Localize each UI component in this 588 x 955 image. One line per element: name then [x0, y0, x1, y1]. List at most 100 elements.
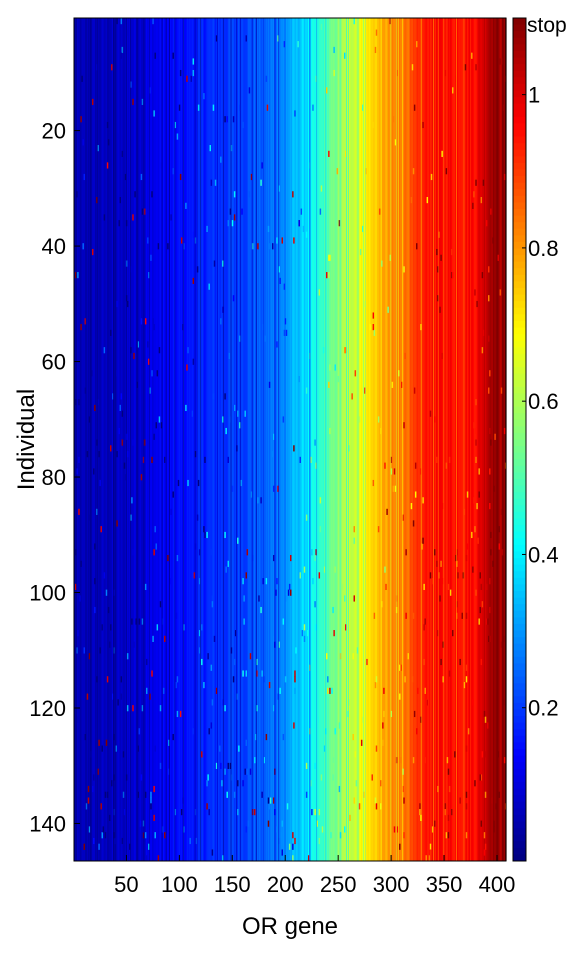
heatmap-column [472, 18, 474, 861]
heatmap-cell [282, 618, 285, 625]
heatmap-column [463, 18, 466, 861]
heatmap-cell [352, 733, 354, 741]
heatmap-column [447, 18, 450, 861]
heatmap-cell [362, 104, 364, 111]
heatmap-column [189, 18, 192, 861]
heatmap-cell [292, 191, 294, 198]
heatmap-column [367, 18, 369, 861]
heatmap-cell [332, 757, 334, 764]
heatmap-cell [405, 612, 407, 619]
heatmap-column [467, 18, 470, 861]
heatmap-cell [456, 560, 458, 567]
heatmap-cell [233, 658, 236, 666]
heatmap-column [408, 18, 411, 861]
heatmap-cell [153, 814, 155, 821]
heatmap-cell [118, 427, 120, 435]
heatmap-column [247, 18, 250, 861]
heatmap-column [190, 18, 193, 861]
heatmap-column [213, 18, 216, 861]
heatmap-cell [375, 803, 378, 810]
heatmap-column [342, 18, 345, 861]
heatmap-column [387, 18, 390, 861]
heatmap-cell [305, 762, 308, 770]
heatmap-column [122, 18, 125, 861]
heatmap-cell [125, 260, 128, 267]
heatmap-column [274, 18, 276, 861]
heatmap-cell [308, 855, 310, 862]
colorbar-segment [513, 571, 526, 579]
heatmap-column [226, 18, 229, 861]
heatmap-cell [130, 81, 132, 88]
heatmap-cell [448, 785, 451, 793]
heatmap-cell [293, 445, 295, 452]
heatmap-column [359, 18, 362, 861]
heatmap-column-streak [438, 18, 439, 861]
heatmap-column [476, 18, 479, 861]
heatmap-cell [176, 676, 179, 683]
heatmap-column [290, 18, 292, 861]
colorbar-segment [513, 518, 526, 526]
colorbar-segment [513, 637, 526, 645]
heatmap-column-streak [130, 18, 131, 861]
heatmap-cell [438, 572, 440, 579]
heatmap-cell [125, 295, 128, 302]
colorbar-top-label: stop [527, 14, 567, 37]
heatmap-cell [417, 687, 419, 694]
colorbar-segment [513, 676, 526, 684]
heatmap-cell [475, 179, 477, 186]
heatmap-cell [105, 589, 108, 596]
heatmap-column-streak [398, 18, 399, 861]
colorbar-segment [513, 268, 526, 276]
heatmap-cell [239, 422, 241, 429]
heatmap-column [108, 18, 111, 861]
heatmap-cell [303, 566, 306, 573]
heatmap-cell [381, 260, 383, 267]
heatmap-column [207, 18, 210, 861]
heatmap-cell [231, 220, 234, 227]
heatmap-cell [447, 832, 450, 839]
heatmap-cell [176, 554, 179, 562]
heatmap-cell [394, 485, 397, 492]
colorbar-segment [513, 650, 526, 658]
heatmap-cell [161, 826, 164, 833]
heatmap-cell [241, 208, 243, 215]
heatmap-cell [283, 41, 286, 48]
heatmap-column-streak [236, 18, 237, 861]
heatmap-cell [280, 445, 282, 452]
heatmap-cell [141, 208, 144, 215]
heatmap-column [360, 18, 363, 861]
heatmap-cell [142, 820, 145, 827]
heatmap-cell [309, 728, 311, 735]
colorbar-segment [513, 44, 526, 52]
heatmap-column [227, 18, 230, 861]
heatmap-cell [481, 272, 484, 279]
heatmap-cell [318, 289, 321, 296]
heatmap-cell [396, 826, 399, 833]
heatmap-cell [466, 543, 469, 550]
heatmap-cell [395, 595, 398, 602]
colorbar-segment [513, 459, 526, 467]
heatmap-cell [159, 601, 162, 608]
heatmap-cell [494, 433, 496, 440]
colorbar-segment [513, 623, 526, 631]
heatmap-column [82, 18, 85, 861]
heatmap-column [221, 18, 223, 861]
heatmap-column [299, 18, 302, 861]
heatmap-cell [316, 820, 318, 827]
heatmap-cell [133, 352, 135, 360]
heatmap-cell [479, 572, 481, 579]
heatmap-cell [482, 329, 485, 336]
heatmap-cell [457, 572, 459, 579]
heatmap-cell [98, 843, 100, 850]
colorbar-segment [513, 83, 526, 91]
heatmap-cell [294, 110, 296, 117]
heatmap-column [80, 18, 83, 861]
heatmap-cell [118, 220, 120, 227]
heatmap-column [219, 18, 221, 861]
heatmap-cell [250, 173, 253, 181]
heatmap-column [292, 18, 294, 861]
heatmap-column [175, 18, 178, 861]
heatmap-cell [390, 468, 393, 475]
heatmap-cell [116, 370, 118, 377]
heatmap-cell [192, 358, 195, 365]
